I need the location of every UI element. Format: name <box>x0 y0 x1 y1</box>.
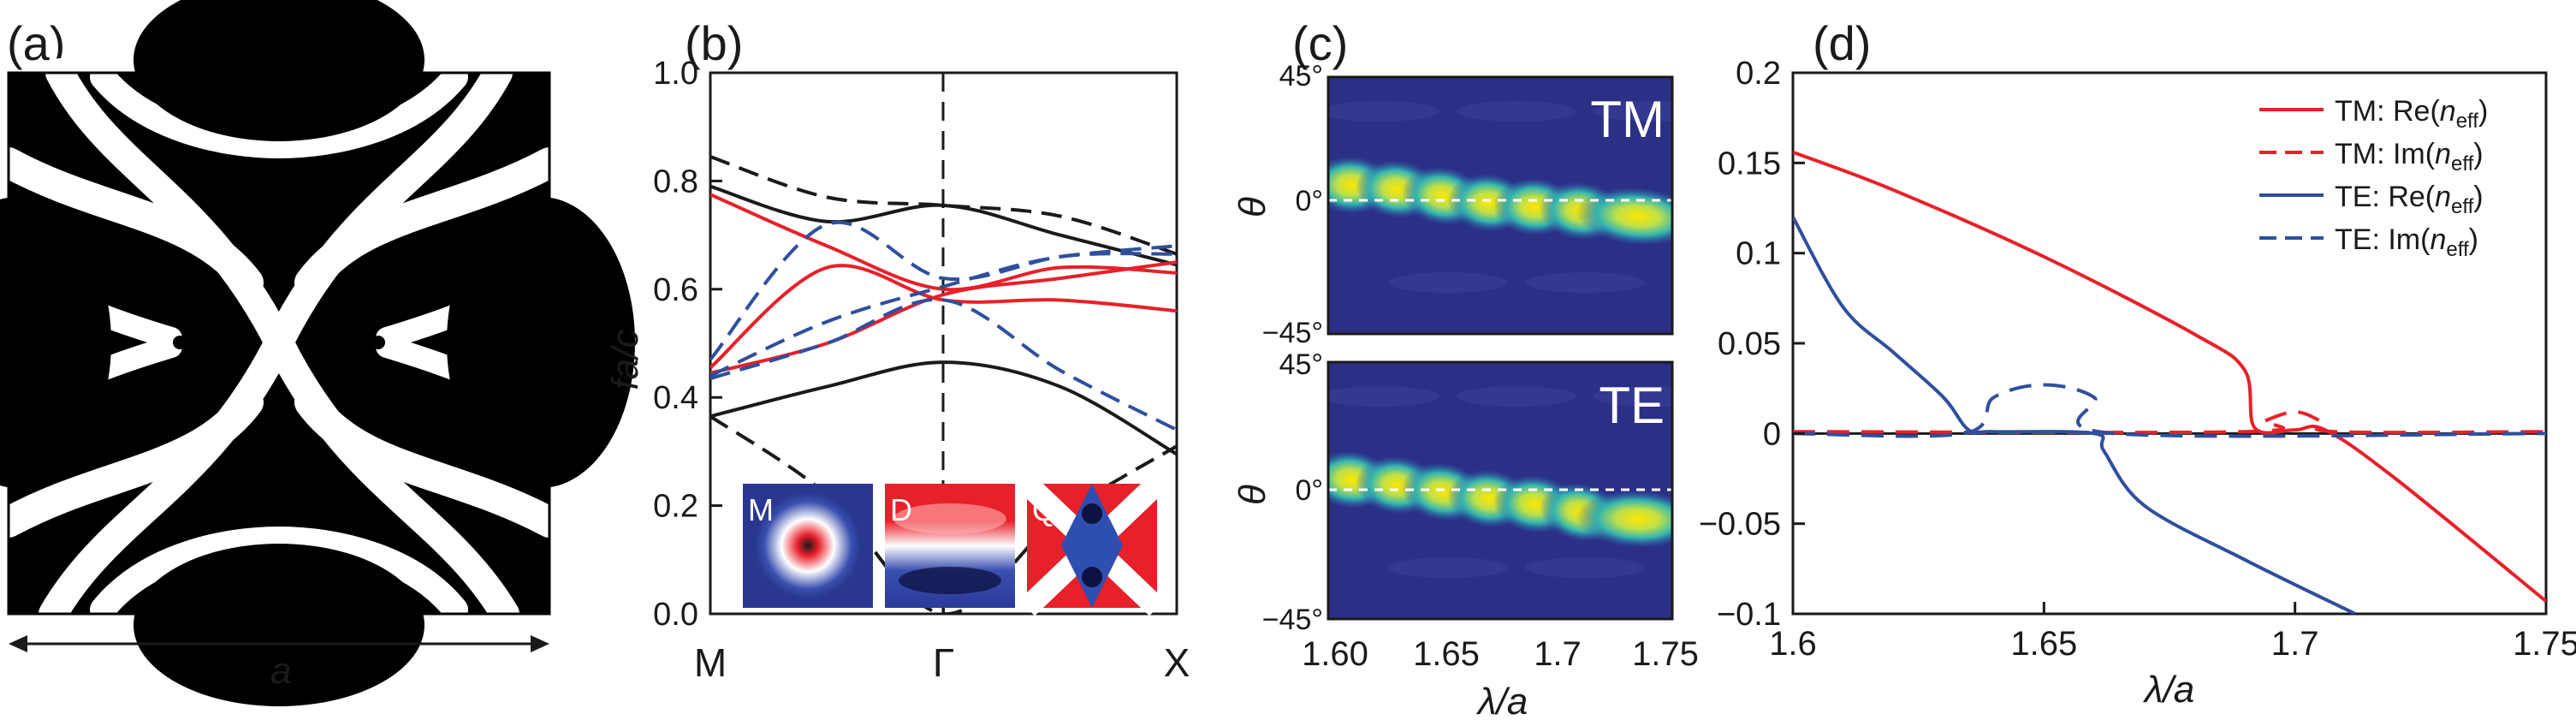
heat-ytick-TE-bot: −45° <box>1262 604 1323 636</box>
band-black-1 <box>710 360 1177 456</box>
heat-ripple <box>1594 386 1672 407</box>
heat-xtick-3: 1.75 <box>1632 635 1699 673</box>
heatmap-TM: TM <box>1327 75 1674 336</box>
neff-plot: 0.2 0.15 0.1 0.05 0 −0.05 −0.11.6 1.65 1.7 1.75 λ… <box>1699 56 2576 711</box>
heat-xtick-1: 1.65 <box>1413 635 1480 673</box>
band-ytick-label: 0.8 <box>653 164 698 199</box>
heat-ytick-TM-bot: −45° <box>1262 317 1323 349</box>
band-blue-dash-3 <box>710 298 1177 431</box>
heat-ytick-TE-top: 45° <box>1279 348 1323 381</box>
heat-xtick-2: 1.7 <box>1534 635 1582 673</box>
heat-ripple <box>1457 101 1576 122</box>
unit-cell-pattern <box>0 0 635 706</box>
neff-xtick-label: 1.65 <box>2010 625 2077 663</box>
heat-ripple <box>1328 101 1439 122</box>
heat-xtick-0: 1.60 <box>1302 635 1368 673</box>
mode-inset-Q: Q <box>1019 475 1165 616</box>
heat-ripple <box>1457 386 1576 407</box>
legend-label: TE: Im(neff) <box>2335 223 2478 261</box>
legend-label: TM: Re(neff) <box>2335 95 2488 133</box>
band-xtick-label: X <box>1164 640 1190 685</box>
panel-letter-b: (b) <box>685 16 743 70</box>
band-red-2 <box>710 264 1177 369</box>
heat-ripple <box>1594 101 1672 122</box>
heatmap-label-TE: TE <box>1599 377 1665 434</box>
neff-series <box>1793 383 2546 438</box>
band-red-1 <box>710 193 1177 292</box>
neff-series <box>1793 216 2356 614</box>
neff-xtick-label: 1.75 <box>2513 625 2576 663</box>
neff-ytick-label: 0.1 <box>1736 236 1781 272</box>
neff-xlabel: λ/a <box>2143 669 2194 711</box>
heat-ylabel-TE: θ <box>1232 485 1273 505</box>
neff-ytick-label: 0.05 <box>1718 326 1781 362</box>
heat-ytick-TE-mid: 0° <box>1295 474 1323 507</box>
inset-label-M: M <box>748 492 774 527</box>
lattice-constant-label: a <box>270 650 291 692</box>
band-structure-plot: 0.0 0.2 0.4 0.6 0.8 1.0 M Γ X fa/c M D Q <box>604 56 1190 685</box>
band-ylabel: fa/c <box>604 330 646 390</box>
heat-ridge-segment <box>1576 490 1672 549</box>
band-ytick-label: 1.0 <box>653 56 698 92</box>
neff-xtick-label: 1.6 <box>1769 625 1817 663</box>
band-ytick-label: 0.4 <box>653 380 698 416</box>
band-blue-dash-2 <box>710 252 1177 378</box>
neff-series <box>1793 150 2546 603</box>
heat-ripple <box>1525 272 1645 293</box>
heat-ripple <box>1525 557 1645 578</box>
neff-ytick-label: −0.05 <box>1699 507 1781 543</box>
panel-letter-c: (c) <box>1292 16 1348 70</box>
neff-ytick-label: 0 <box>1763 416 1781 452</box>
neff-ytick-label: 0.2 <box>1736 56 1781 92</box>
heat-xlabel: λ/a <box>1476 681 1528 723</box>
legend-label: TE: Re(neff) <box>2335 181 2484 218</box>
mode-inset-M: M <box>743 484 873 608</box>
inset-label-Q: Q <box>1032 492 1056 527</box>
heat-ytick-TM-mid: 0° <box>1295 185 1323 217</box>
heatmap-label-TM: TM <box>1590 91 1665 148</box>
neff-legend: TM: Re(neff) TM: Im(neff) TE: Re(neff) TE: … <box>2259 95 2488 261</box>
legend-label: TM: Im(neff) <box>2335 138 2484 176</box>
heatmap-TE: TE <box>1327 360 1674 621</box>
lattice-constant-arrow <box>9 635 549 652</box>
neff-xtick-label: 1.7 <box>2271 625 2319 663</box>
band-xtick-label: Γ <box>933 640 954 685</box>
heat-ripple <box>1388 272 1508 293</box>
heat-ripple <box>1388 557 1508 578</box>
neff-ytick-label: −0.1 <box>1717 597 1781 633</box>
heat-ytick-TM-top: 45° <box>1279 60 1323 92</box>
panel-letter-d: (d) <box>1813 16 1871 70</box>
neff-ytick-label: 0.15 <box>1718 146 1781 182</box>
band-ytick-label: 0.0 <box>653 597 698 633</box>
band-xtick-label: M <box>694 640 727 685</box>
band-ytick-label: 0.6 <box>653 272 698 308</box>
inset-label-D: D <box>890 492 912 527</box>
heatmap-axes: 45° 0° −45° 45° 0° −45° θ θ 1.60 1.65 1.… <box>1232 60 1699 723</box>
heat-ripple <box>1328 386 1439 407</box>
mode-inset-D: D <box>885 484 1015 608</box>
band-ytick-label: 0.2 <box>653 489 698 525</box>
band-black-2 <box>710 184 1177 267</box>
band-black-dash-2 <box>710 155 1177 256</box>
heat-ylabel-TM: θ <box>1232 197 1273 217</box>
band-red-3 <box>710 260 1177 375</box>
